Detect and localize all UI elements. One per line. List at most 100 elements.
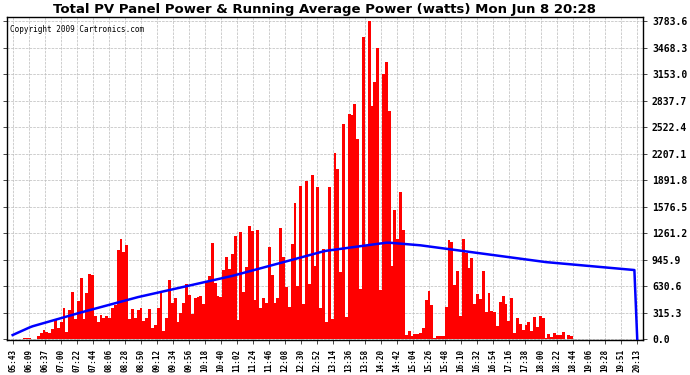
Bar xyxy=(71,292,74,339)
Bar xyxy=(299,186,302,339)
Bar xyxy=(353,104,356,339)
Bar xyxy=(250,231,254,339)
Bar xyxy=(57,327,60,339)
Bar xyxy=(431,306,433,339)
Bar xyxy=(422,328,425,339)
Bar xyxy=(111,308,114,339)
Bar xyxy=(171,303,174,339)
Bar xyxy=(159,291,162,339)
Bar xyxy=(99,315,103,339)
Bar xyxy=(54,319,57,339)
Bar xyxy=(451,242,453,339)
Bar xyxy=(464,253,468,339)
Bar xyxy=(219,297,222,339)
Bar xyxy=(325,322,328,339)
Bar xyxy=(214,283,217,339)
Bar xyxy=(197,297,199,339)
Bar xyxy=(268,247,270,339)
Bar xyxy=(473,304,476,339)
Bar xyxy=(322,249,325,339)
Bar xyxy=(174,298,177,339)
Bar xyxy=(279,228,282,339)
Bar xyxy=(371,106,373,339)
Bar xyxy=(122,252,126,339)
Bar xyxy=(482,271,484,339)
Bar xyxy=(393,210,396,339)
Bar xyxy=(559,335,562,339)
Bar xyxy=(211,243,214,339)
Bar xyxy=(165,318,168,339)
Bar xyxy=(504,304,507,339)
Bar xyxy=(194,298,197,339)
Bar xyxy=(77,302,79,339)
Bar xyxy=(302,304,305,339)
Bar xyxy=(66,332,68,339)
Bar xyxy=(339,272,342,339)
Bar xyxy=(168,280,171,339)
Bar xyxy=(382,74,385,339)
Bar xyxy=(248,226,250,339)
Bar xyxy=(462,239,464,339)
Bar xyxy=(293,203,297,339)
Bar xyxy=(185,284,188,339)
Bar xyxy=(524,325,527,339)
Bar xyxy=(368,21,371,339)
Bar xyxy=(479,299,482,339)
Bar xyxy=(259,308,262,339)
Bar xyxy=(308,285,310,339)
Bar xyxy=(373,82,376,339)
Bar xyxy=(97,322,99,339)
Bar xyxy=(411,336,413,339)
Bar xyxy=(488,293,491,339)
Bar xyxy=(139,308,142,339)
Bar xyxy=(531,331,533,339)
Bar xyxy=(154,325,157,339)
Bar xyxy=(79,278,83,339)
Bar xyxy=(513,333,516,339)
Bar xyxy=(362,37,365,339)
Bar xyxy=(60,322,63,339)
Bar xyxy=(536,327,539,339)
Bar xyxy=(570,336,573,339)
Bar xyxy=(471,258,473,339)
Bar xyxy=(297,286,299,339)
Bar xyxy=(342,124,345,339)
Bar xyxy=(242,292,245,339)
Bar xyxy=(516,318,519,339)
Bar xyxy=(405,335,408,339)
Bar xyxy=(179,313,182,339)
Bar xyxy=(126,244,128,339)
Bar xyxy=(88,274,91,339)
Bar xyxy=(282,256,285,339)
Bar xyxy=(445,307,448,339)
Bar xyxy=(331,319,333,339)
Bar xyxy=(103,318,106,339)
Bar xyxy=(28,338,31,339)
Bar xyxy=(114,305,117,339)
Bar xyxy=(442,336,445,339)
Bar xyxy=(336,169,339,339)
Bar xyxy=(348,114,351,339)
Bar xyxy=(396,239,399,339)
Bar xyxy=(519,324,522,339)
Bar xyxy=(539,316,542,339)
Bar xyxy=(46,332,48,339)
Bar xyxy=(217,296,219,339)
Bar xyxy=(225,257,228,339)
Bar xyxy=(254,300,257,339)
Bar xyxy=(257,230,259,339)
Bar xyxy=(182,303,185,339)
Bar xyxy=(365,246,368,339)
Text: Copyright 2009 Cartronics.com: Copyright 2009 Cartronics.com xyxy=(10,25,144,34)
Bar xyxy=(188,295,191,339)
Bar xyxy=(83,320,86,339)
Bar xyxy=(413,334,416,339)
Bar xyxy=(157,308,159,339)
Bar xyxy=(453,285,456,339)
Bar xyxy=(448,240,451,339)
Bar xyxy=(274,303,277,339)
Bar xyxy=(433,338,436,339)
Bar xyxy=(94,316,97,339)
Bar xyxy=(550,337,553,339)
Bar xyxy=(456,271,459,339)
